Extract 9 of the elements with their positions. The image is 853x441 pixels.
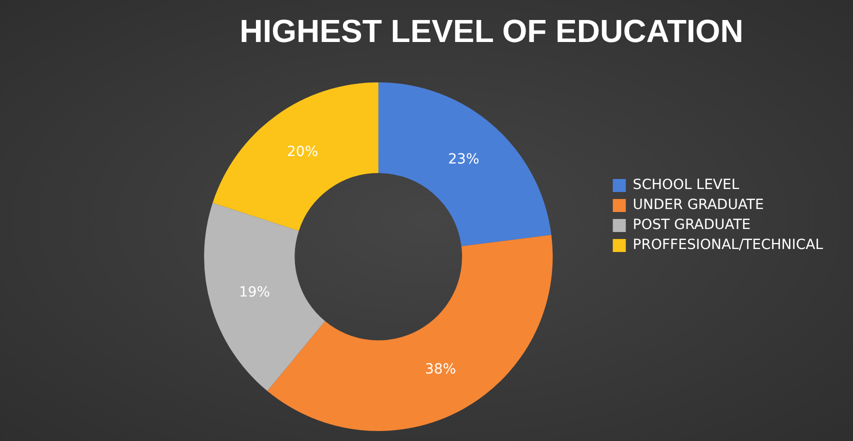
data-label: 20% [287, 144, 318, 160]
data-label: 23% [448, 152, 480, 168]
chart-title: HIGHEST LEVEL OF EDUCATION [240, 13, 744, 50]
legend-label: UNDER GRADUATE [632, 197, 764, 214]
legend-label: POST GRADUATE [632, 217, 751, 234]
legend-label: SCHOOL LEVEL [632, 177, 740, 194]
legend-label: PROFFESIONAL/TECHNICAL [632, 237, 824, 254]
data-label: 38% [424, 361, 456, 378]
data-label: 19% [238, 284, 270, 300]
